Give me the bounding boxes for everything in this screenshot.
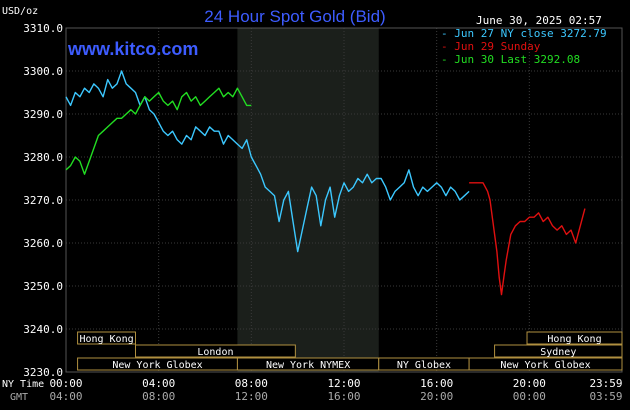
session-bar xyxy=(526,331,623,345)
y-tick-label: 3250.0 xyxy=(23,280,63,293)
y-tick-label: 3290.0 xyxy=(23,108,63,121)
series-line xyxy=(65,70,470,253)
y-tick-label: 3280.0 xyxy=(23,151,63,164)
chart-title: 24 Hour Spot Gold (Bid) xyxy=(204,7,385,26)
timestamp: June 30, 2025 02:57 xyxy=(476,14,602,27)
session-label: Hong Kong xyxy=(79,334,133,345)
session-label: New York NYMEX xyxy=(266,360,350,371)
y-tick-labels: 3310.0 3300.0 3290.0 3280.0 3270.0 3260.0 3250… xyxy=(23,22,63,379)
y-tick-label: 3300.0 xyxy=(23,65,63,78)
x-tick-label-gmt: 08:00 xyxy=(142,390,175,403)
session-label: Hong Kong xyxy=(547,334,601,345)
x-tick-label-ny: 00:00 xyxy=(49,377,82,390)
series-lines xyxy=(65,70,586,296)
site-url: www.kitco.com xyxy=(67,39,198,59)
x-tick-label-ny: 12:00 xyxy=(327,377,360,390)
x-tick-label-gmt: 12:00 xyxy=(235,390,268,403)
legend-item: - Jun 27 NY close 3272.79 xyxy=(441,27,607,40)
session-bar xyxy=(135,344,296,358)
y-tick-label: 3260.0 xyxy=(23,237,63,250)
x-tick-labels: 00:00 04:00 08:00 12:00 16:00 20:00 23:5904:00… xyxy=(49,377,622,403)
session-bars: Hong Kong Hong Kong London Sydney New York G… xyxy=(77,331,623,371)
x-tick-label-ny: 08:00 xyxy=(235,377,268,390)
y-tick-label: 3310.0 xyxy=(23,22,63,35)
session-label: London xyxy=(197,347,233,358)
gmt-label: GMT xyxy=(10,392,28,403)
x-tick-label-gmt: 03:59 xyxy=(589,390,622,403)
grid-lines xyxy=(65,27,623,373)
x-tick-label-ny: 16:00 xyxy=(420,377,453,390)
y-tick-label: 3270.0 xyxy=(23,194,63,207)
y-tick-label: 3240.0 xyxy=(23,323,63,336)
y-axis-label: USD/oz xyxy=(2,6,38,17)
ny-time-label: NY Time xyxy=(2,379,44,390)
x-tick-label-gmt: 00:00 xyxy=(513,390,546,403)
plot-border xyxy=(65,27,623,373)
x-tick-label-ny: 04:00 xyxy=(142,377,175,390)
session-bar xyxy=(494,344,623,358)
series-line xyxy=(65,87,252,175)
series-line xyxy=(469,182,586,296)
x-tick-label-gmt: 04:00 xyxy=(49,390,82,403)
session-bar xyxy=(77,331,137,345)
legend: - Jun 27 NY close 3272.79- Jun 29 Sunday… xyxy=(441,27,607,66)
session-bar xyxy=(468,357,623,371)
y-tick-label: 3230.0 xyxy=(23,366,63,379)
session-label: New York Globex xyxy=(500,360,590,371)
session-label: NY Globex xyxy=(397,360,451,371)
x-tick-label-gmt: 16:00 xyxy=(327,390,360,403)
legend-item: - Jun 30 Last 3292.08 xyxy=(441,53,580,66)
x-tick-label-gmt: 20:00 xyxy=(420,390,453,403)
legend-item: - Jun 29 Sunday xyxy=(441,40,541,53)
x-tick-label-ny: 20:00 xyxy=(513,377,546,390)
session-label: Sydney xyxy=(540,347,576,358)
session-label: New York Globex xyxy=(112,360,202,371)
x-tick-label-ny: 23:59 xyxy=(589,377,622,390)
